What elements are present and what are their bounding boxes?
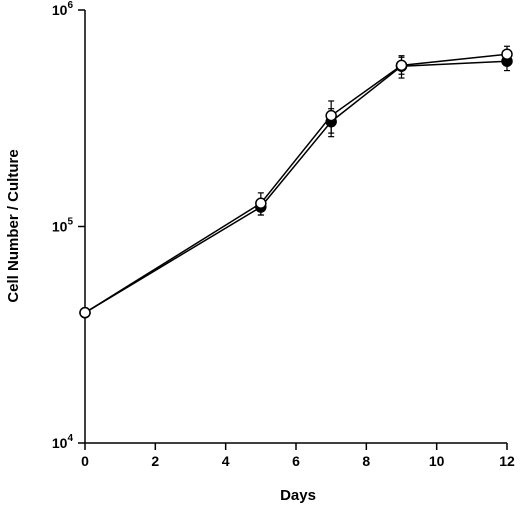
y-tick-base: 10 — [52, 2, 68, 18]
y-tick-base: 10 — [52, 435, 68, 451]
series-2 — [79, 45, 513, 319]
y-tick-label: 104 — [52, 433, 74, 451]
x-ticks: 0 2 4 6 8 10 12 — [81, 443, 515, 469]
y-tick-exponent: 4 — [67, 433, 73, 444]
x-tick-label: 6 — [292, 453, 300, 469]
x-tick-label: 10 — [429, 453, 445, 469]
series-line — [84, 53, 508, 314]
y-tick-exponent: 5 — [67, 217, 73, 228]
x-axis-label: Days — [280, 487, 316, 504]
y-tick-label: 105 — [52, 217, 74, 235]
series-line — [84, 60, 508, 314]
y-tick-exponent: 6 — [67, 0, 73, 11]
y-axis-label: Cell Number / Culture — [5, 149, 22, 302]
y-tick-base: 10 — [52, 219, 68, 235]
x-tick-label: 2 — [151, 453, 159, 469]
data-point-open — [79, 306, 91, 319]
data-point-open — [501, 48, 513, 60]
x-tick-label: 4 — [222, 453, 230, 469]
data-point-open — [395, 59, 408, 72]
y-tick-label: 106 — [52, 0, 74, 18]
x-tick-label: 0 — [81, 453, 89, 469]
series-layer — [79, 45, 513, 319]
data-point-open — [325, 109, 337, 122]
x-tick-label: 12 — [499, 453, 515, 469]
data-point-open — [255, 197, 267, 210]
x-tick-label: 8 — [362, 453, 370, 469]
series-1 — [79, 52, 513, 319]
